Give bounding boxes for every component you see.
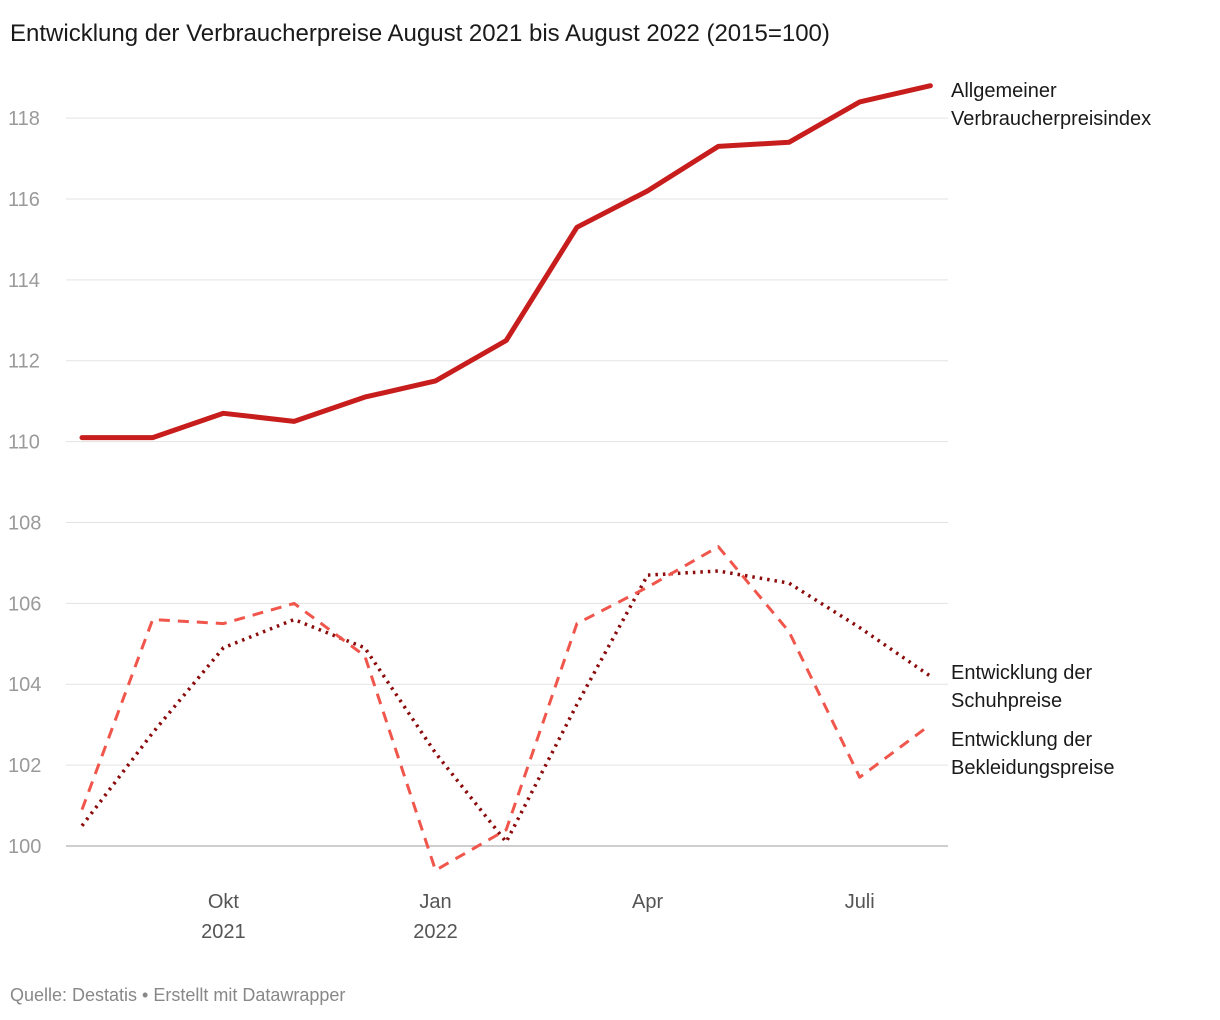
gridlines — [66, 117, 948, 847]
series-lines — [79, 83, 933, 872]
series-line-2 — [80, 545, 932, 872]
y-tick-label: 102 — [8, 755, 41, 777]
y-tick-label: 106 — [8, 593, 41, 615]
y-tick-label: 114 — [8, 270, 40, 292]
y-axis: 100 102 104 106 108 110 112 114 116 118 — [8, 108, 41, 858]
y-tick-label: 108 — [8, 512, 41, 534]
y-tick-label: 116 — [8, 189, 40, 211]
series-label-line: Allgemeiner — [951, 80, 1057, 102]
x-tick: Okt 2021 — [201, 891, 246, 943]
series-label-line: Entwicklung der — [951, 662, 1093, 684]
x-axis: Okt 2021 Jan 2022 Apr Juli — [201, 891, 875, 943]
x-tick-year-label: 2022 — [413, 921, 458, 943]
series-end-label: Allgemeiner Verbraucherpreisindex — [951, 80, 1151, 130]
y-tick-label: 104 — [8, 674, 41, 696]
series-end-label: Entwicklung der Schuhpreise — [951, 662, 1093, 712]
series-end-label: Entwicklung der Bekleidungspreise — [951, 729, 1114, 779]
y-tick-label: 110 — [8, 432, 40, 454]
y-tick-label: 112 — [8, 351, 40, 373]
chart-title: Entwicklung der Verbraucherpreise August… — [10, 20, 830, 47]
x-tick-label: Apr — [632, 891, 663, 913]
series-line-1 — [80, 569, 932, 844]
series-label-line: Entwicklung der — [951, 729, 1093, 751]
x-tick: Jan 2022 — [413, 891, 458, 943]
x-tick: Apr — [632, 891, 663, 913]
series-label-line: Schuhpreise — [951, 690, 1062, 712]
y-tick-label: 118 — [8, 108, 40, 130]
series-line-0 — [79, 83, 933, 441]
source-note: Quelle: Destatis • Erstellt mit Datawrap… — [10, 985, 346, 1005]
x-tick-year-label: 2021 — [201, 921, 246, 943]
x-tick-label: Juli — [845, 891, 875, 913]
series-label-line: Bekleidungspreise — [951, 757, 1114, 779]
x-tick-label: Jan — [419, 891, 451, 913]
x-tick: Juli — [845, 891, 875, 913]
y-tick-label: 100 — [8, 836, 41, 858]
series-labels: Allgemeiner Verbraucherpreisindex Entwickl… — [951, 80, 1151, 779]
x-tick-label: Okt — [208, 891, 240, 913]
series-label-line: Verbraucherpreisindex — [951, 108, 1151, 130]
